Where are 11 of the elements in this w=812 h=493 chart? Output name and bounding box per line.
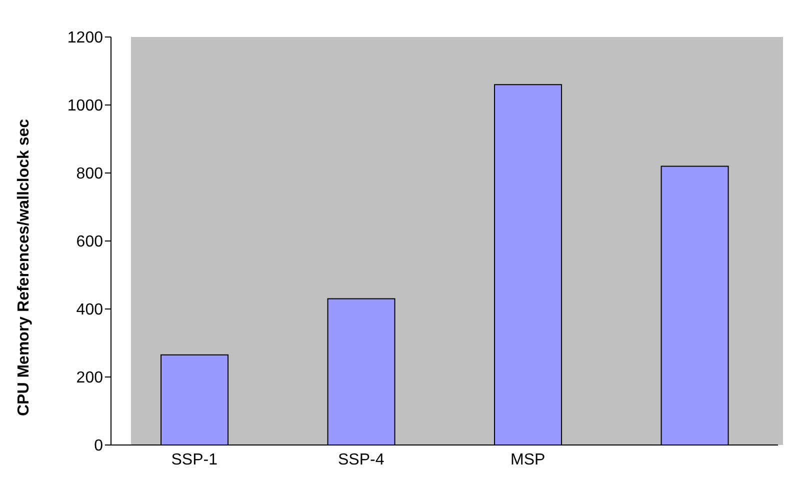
y-axis-title: CPU Memory References/wallclock sec xyxy=(16,118,33,416)
y-tick-label: 1200 xyxy=(67,30,104,47)
y-tick-label: 800 xyxy=(76,166,104,183)
x-tick-label: SSP-4 xyxy=(338,451,384,468)
y-tick-label: 600 xyxy=(76,234,104,251)
x-tick-label: SSP-1 xyxy=(171,451,218,468)
y-tick-label: 0 xyxy=(94,438,104,455)
y-tick-label: 400 xyxy=(76,302,104,319)
x-tick-label: MSP xyxy=(510,451,546,468)
y-tick-label: 200 xyxy=(76,370,104,387)
y-tick-label: 1000 xyxy=(67,98,104,115)
